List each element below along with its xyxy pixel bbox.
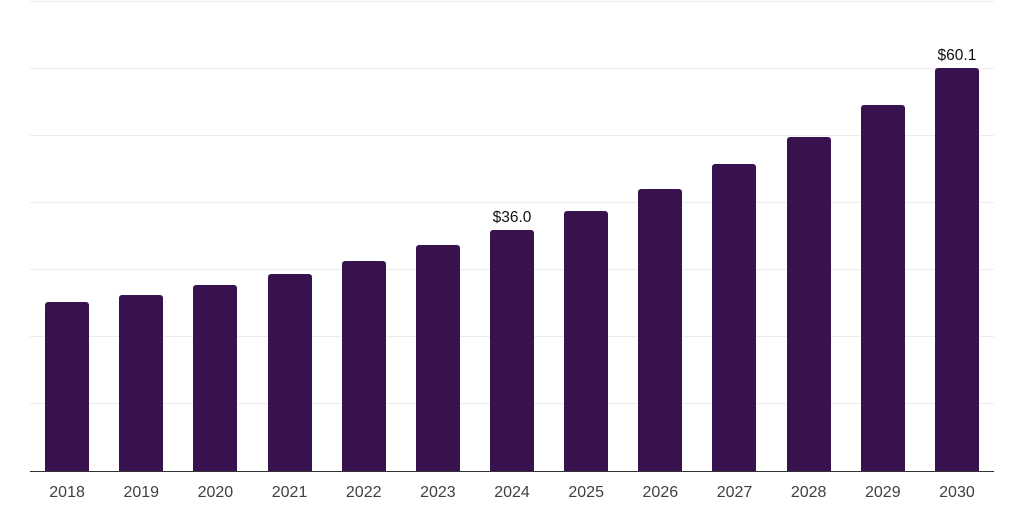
bar-2026 [638,188,683,471]
bar-2021 [267,274,312,471]
bar-slot-2024: $36.0 [475,2,549,471]
bar-slot-2029 [846,2,920,471]
x-tick-2018: 2018 [49,484,85,501]
gridline-40 [30,202,994,203]
x-tick-2024: 2024 [494,484,530,501]
bar-slot-2022 [327,2,401,471]
bar-2022 [341,260,386,471]
x-axis-labels: 2018 2019 2020 2021 2022 2023 2024 2025 2026 2027… [30,483,994,502]
x-tick-2020: 2020 [197,484,234,501]
bar-slot-2030: $60.1 [920,2,994,471]
x-tick-2021: 2021 [271,484,308,501]
bar-2029 [860,104,905,471]
bar-slot-2025 [549,2,623,471]
bar-slot-2020 [178,2,252,471]
bar-value-label-2024: $36.0 [492,208,532,226]
bar-slot-2028 [772,2,846,471]
bars-container: $36.0 $60.1 [30,2,994,471]
gridline-50 [30,135,994,136]
gridline-60 [30,68,994,69]
x-tick-2029: 2029 [865,484,901,501]
bar-slot-2021 [252,2,326,471]
bar-2028 [786,136,831,471]
bar-slot-2023 [401,2,475,471]
bar-2020 [193,284,238,471]
x-tick-2027: 2027 [716,484,753,501]
x-tick-2030: 2030 [939,484,975,501]
bar-slot-2026 [623,2,697,471]
bar-2018 [45,302,90,471]
x-tick-2023: 2023 [420,484,456,501]
bar-slot-2019 [104,2,178,471]
x-tick-2028: 2028 [790,484,827,501]
x-tick-2025: 2025 [568,484,604,501]
x-tick-2026: 2026 [642,484,679,501]
x-tick-2019: 2019 [123,484,160,501]
bar-2024 [490,229,535,471]
plot-area: $36.0 $60.1 [30,1,994,472]
bar-2025 [564,211,609,471]
bar-slot-2027 [697,2,771,471]
bar-2023 [415,244,460,471]
bar-value-label-2030: $60.1 [937,47,977,65]
gridline-70 [30,1,994,2]
x-tick-2022: 2022 [345,484,382,501]
bar-2027 [712,164,757,471]
bar-2030 [934,68,979,471]
bar-slot-2018 [30,2,104,471]
bar-2019 [119,294,164,471]
